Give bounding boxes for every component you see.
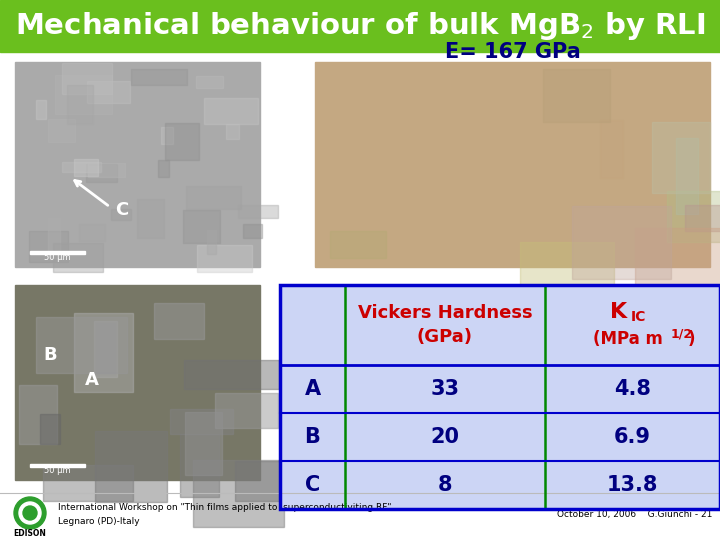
Bar <box>193 460 284 526</box>
Bar <box>48 218 60 258</box>
Bar <box>572 206 671 279</box>
Bar <box>600 119 623 178</box>
Bar <box>197 245 252 272</box>
Bar <box>89 164 125 177</box>
Bar <box>15 285 260 480</box>
Text: 50 µm: 50 µm <box>44 253 71 262</box>
Bar <box>158 160 169 177</box>
Bar <box>74 159 98 176</box>
Bar <box>53 244 103 272</box>
Text: EDISON: EDISON <box>14 529 46 537</box>
Text: 4.8: 4.8 <box>614 379 651 399</box>
Bar <box>197 77 223 88</box>
Bar <box>40 414 60 444</box>
Bar <box>42 465 133 501</box>
Bar <box>161 126 173 145</box>
Bar <box>15 62 260 267</box>
Text: 20: 20 <box>431 427 459 447</box>
Bar <box>183 211 220 243</box>
Bar <box>62 63 112 94</box>
Bar <box>86 81 130 103</box>
Bar <box>170 409 233 434</box>
Text: C: C <box>115 201 128 219</box>
Bar <box>180 434 219 497</box>
Text: 6.9: 6.9 <box>614 427 651 447</box>
Bar <box>112 210 131 220</box>
Bar <box>138 145 147 157</box>
Circle shape <box>19 502 41 524</box>
Bar <box>86 164 117 181</box>
Bar <box>55 75 112 113</box>
Bar <box>0 0 720 52</box>
Text: B: B <box>305 427 320 447</box>
Bar <box>544 69 610 122</box>
Bar <box>19 385 57 443</box>
Bar <box>131 69 186 85</box>
Bar <box>67 85 93 124</box>
Bar <box>48 119 75 141</box>
Bar <box>36 100 46 119</box>
Bar <box>225 124 239 139</box>
Bar <box>73 313 133 393</box>
Text: 8: 8 <box>438 475 452 495</box>
Bar <box>95 430 167 502</box>
Bar <box>330 231 386 258</box>
Bar <box>280 285 720 509</box>
Circle shape <box>23 506 37 520</box>
Bar <box>184 360 279 389</box>
Text: International Workshop on "Thin films applied to  superconductiviting RF": International Workshop on "Thin films ap… <box>58 503 392 512</box>
Bar <box>29 231 68 261</box>
Bar <box>137 199 164 238</box>
Bar <box>94 321 117 377</box>
Bar <box>207 230 215 254</box>
Text: Vickers Hardness
(GPa): Vickers Hardness (GPa) <box>358 304 532 346</box>
Bar <box>204 98 258 124</box>
Text: E= 167 GPa: E= 167 GPa <box>445 42 580 62</box>
Circle shape <box>14 497 46 529</box>
Text: Mechanical behaviour of bulk MgB$_2$ by RLI: Mechanical behaviour of bulk MgB$_2$ by … <box>14 10 706 42</box>
Bar <box>165 123 199 160</box>
Bar <box>243 224 262 238</box>
Text: A: A <box>305 379 320 399</box>
Bar <box>676 138 698 214</box>
Text: ): ) <box>688 330 695 348</box>
Text: IC: IC <box>631 310 646 324</box>
Text: 1/2: 1/2 <box>670 327 693 341</box>
Bar <box>238 205 277 218</box>
Bar <box>667 191 720 241</box>
Text: (MPa m: (MPa m <box>593 330 662 348</box>
Bar <box>30 251 85 253</box>
Text: K: K <box>610 302 627 322</box>
Text: Legnaro (PD)-Italy: Legnaro (PD)-Italy <box>58 516 140 525</box>
Bar <box>315 62 710 267</box>
Bar <box>154 303 204 339</box>
Bar <box>635 228 720 303</box>
Bar <box>215 393 278 428</box>
Bar <box>652 123 711 193</box>
Text: C: C <box>305 475 320 495</box>
Bar <box>685 205 720 231</box>
Bar <box>184 412 222 475</box>
Text: A: A <box>85 371 99 389</box>
Text: 13.8: 13.8 <box>607 475 658 495</box>
Bar <box>186 186 240 210</box>
Text: 33: 33 <box>431 379 459 399</box>
Bar <box>520 242 614 303</box>
Bar <box>30 464 85 467</box>
Text: October 10, 2006    G.Giunchi - 21: October 10, 2006 G.Giunchi - 21 <box>557 510 712 518</box>
Bar <box>35 316 127 373</box>
Text: 50 µm: 50 µm <box>44 466 71 475</box>
Bar <box>280 285 720 509</box>
Bar <box>62 163 101 172</box>
Text: B: B <box>43 346 57 364</box>
Bar <box>78 224 105 241</box>
Bar <box>235 461 305 501</box>
